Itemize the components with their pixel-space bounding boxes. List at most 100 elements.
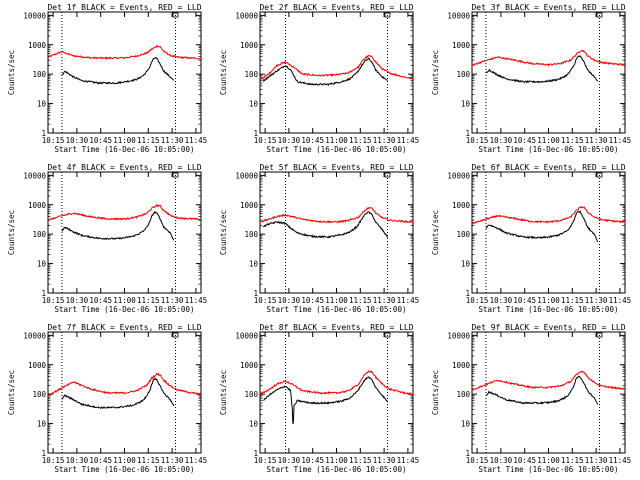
- x-tick-label: 10:15: [466, 296, 489, 305]
- y-tick-label: 1: [253, 449, 258, 458]
- plot-frame: [471, 331, 626, 454]
- y-tick-label: 10000: [23, 171, 46, 180]
- y-axis-label: Counts/sec: [219, 210, 228, 255]
- y-tick-label: 1000: [28, 201, 47, 210]
- x-tick-label: 11:00: [325, 136, 348, 145]
- x-tick-label: 11:00: [537, 296, 560, 305]
- y-tick-label: 10: [37, 100, 47, 109]
- x-tick-label: 11:30: [373, 296, 396, 305]
- series-lld-red: [47, 372, 202, 397]
- y-tick-label: 1000: [452, 361, 471, 370]
- x-tick-label: 10:45: [301, 456, 324, 465]
- series-lld-red: [259, 206, 414, 224]
- x-tick-label: 10:30: [66, 456, 89, 465]
- x-tick-label: 11:30: [585, 136, 608, 145]
- y-tick-label: 1000: [240, 361, 259, 370]
- x-tick-label: 11:30: [585, 296, 608, 305]
- y-tick-label: 1000: [452, 201, 471, 210]
- series-events-black: [485, 375, 599, 405]
- x-tick-label: 10:45: [513, 456, 536, 465]
- x-tick-label: 11:15: [561, 456, 584, 465]
- y-axis-label: Counts/sec: [431, 50, 440, 95]
- y-tick-label: 10: [249, 260, 259, 269]
- x-axis-label: Start Time (16-Dec-06 10:05:00): [55, 145, 195, 154]
- y-tick-label: 100: [32, 70, 46, 79]
- y-tick-label: 1000: [28, 361, 47, 370]
- y-tick-label: 100: [456, 70, 470, 79]
- panel-det-2: Det 2f BLACK = Events, RED = LLD 1 10 100 10…: [219, 3, 419, 154]
- x-tick-label: 11:30: [373, 136, 396, 145]
- x-tick-label: 10:15: [254, 456, 277, 465]
- x-tick-label: 10:15: [254, 296, 277, 305]
- x-tick-label: 10:15: [254, 136, 277, 145]
- series-events-black: [485, 55, 599, 84]
- y-tick-label: 10: [461, 260, 471, 269]
- y-tick-label: 10: [461, 420, 471, 429]
- x-tick-label: 10:15: [42, 136, 65, 145]
- x-axis-label: Start Time (16-Dec-06 10:05:00): [267, 305, 407, 314]
- y-axis-label: Counts/sec: [7, 210, 16, 255]
- x-tick-label: 10:15: [42, 296, 65, 305]
- y-tick-label: 1000: [28, 41, 47, 50]
- x-tick-label: 10:30: [490, 136, 513, 145]
- y-tick-label: 100: [244, 390, 258, 399]
- plot-frame: [471, 171, 626, 294]
- x-tick-label: 11:00: [537, 136, 560, 145]
- y-tick-label: 100: [32, 230, 46, 239]
- plot-title: Det 5f BLACK = Events, RED = LLD: [259, 163, 413, 172]
- y-tick-label: 10000: [447, 331, 470, 340]
- panel-det-6: Det 6f BLACK = Events, RED = LLD 1 10 100 10…: [431, 163, 631, 314]
- x-tick-label: 10:45: [513, 136, 536, 145]
- plot-frame: [47, 171, 202, 294]
- x-tick-label: 11:45: [185, 136, 208, 145]
- y-tick-label: 100: [244, 70, 258, 79]
- y-axis-label: Counts/sec: [7, 50, 16, 95]
- series-lld-red: [471, 49, 626, 67]
- x-tick-label: 10:30: [66, 296, 89, 305]
- series-events-black: [263, 376, 388, 425]
- x-axis-label: Start Time (16-Dec-06 10:05:00): [267, 465, 407, 474]
- x-tick-label: 11:15: [561, 296, 584, 305]
- x-axis-label: Start Time (16-Dec-06 10:05:00): [479, 465, 619, 474]
- x-tick-label: 11:45: [609, 296, 632, 305]
- x-tick-label: 11:15: [561, 136, 584, 145]
- series-events-black: [61, 377, 175, 410]
- x-tick-label: 10:15: [466, 136, 489, 145]
- y-tick-label: 10000: [235, 171, 258, 180]
- x-axis-label: Start Time (16-Dec-06 10:05:00): [479, 145, 619, 154]
- x-axis-label: Start Time (16-Dec-06 10:05:00): [55, 305, 195, 314]
- x-tick-label: 11:45: [397, 136, 420, 145]
- panel-det-8: Det 8f BLACK = Events, RED = LLD 1 10 100 10…: [219, 323, 419, 474]
- x-tick-label: 11:45: [609, 136, 632, 145]
- x-tick-label: 10:15: [466, 456, 489, 465]
- y-tick-label: 10: [249, 420, 259, 429]
- y-axis-label: Counts/sec: [219, 370, 228, 415]
- y-tick-label: 1: [41, 129, 46, 138]
- series-events-black: [262, 211, 388, 239]
- y-tick-label: 1000: [452, 41, 471, 50]
- series-lld-red: [259, 54, 414, 80]
- x-tick-label: 10:45: [89, 296, 112, 305]
- x-tick-label: 11:45: [185, 456, 208, 465]
- plot-title: Det 7f BLACK = Events, RED = LLD: [47, 323, 201, 332]
- y-tick-label: 1: [465, 129, 470, 138]
- series-events-black: [485, 210, 599, 243]
- x-tick-label: 10:15: [42, 456, 65, 465]
- x-tick-label: 11:45: [397, 456, 420, 465]
- x-tick-label: 10:30: [278, 456, 301, 465]
- x-tick-label: 11:45: [185, 296, 208, 305]
- plot-frame: [47, 11, 202, 134]
- x-tick-label: 11:45: [397, 296, 420, 305]
- y-tick-label: 100: [32, 390, 46, 399]
- series-lld-red: [259, 370, 414, 396]
- y-tick-label: 10: [461, 100, 471, 109]
- x-tick-label: 11:30: [373, 456, 396, 465]
- x-tick-label: 11:15: [349, 456, 372, 465]
- x-tick-label: 10:30: [278, 136, 301, 145]
- x-tick-label: 11:15: [137, 456, 160, 465]
- x-tick-label: 10:45: [513, 296, 536, 305]
- plot-title: Det 2f BLACK = Events, RED = LLD: [259, 3, 413, 12]
- y-tick-label: 10000: [235, 11, 258, 20]
- y-tick-label: 1: [465, 449, 470, 458]
